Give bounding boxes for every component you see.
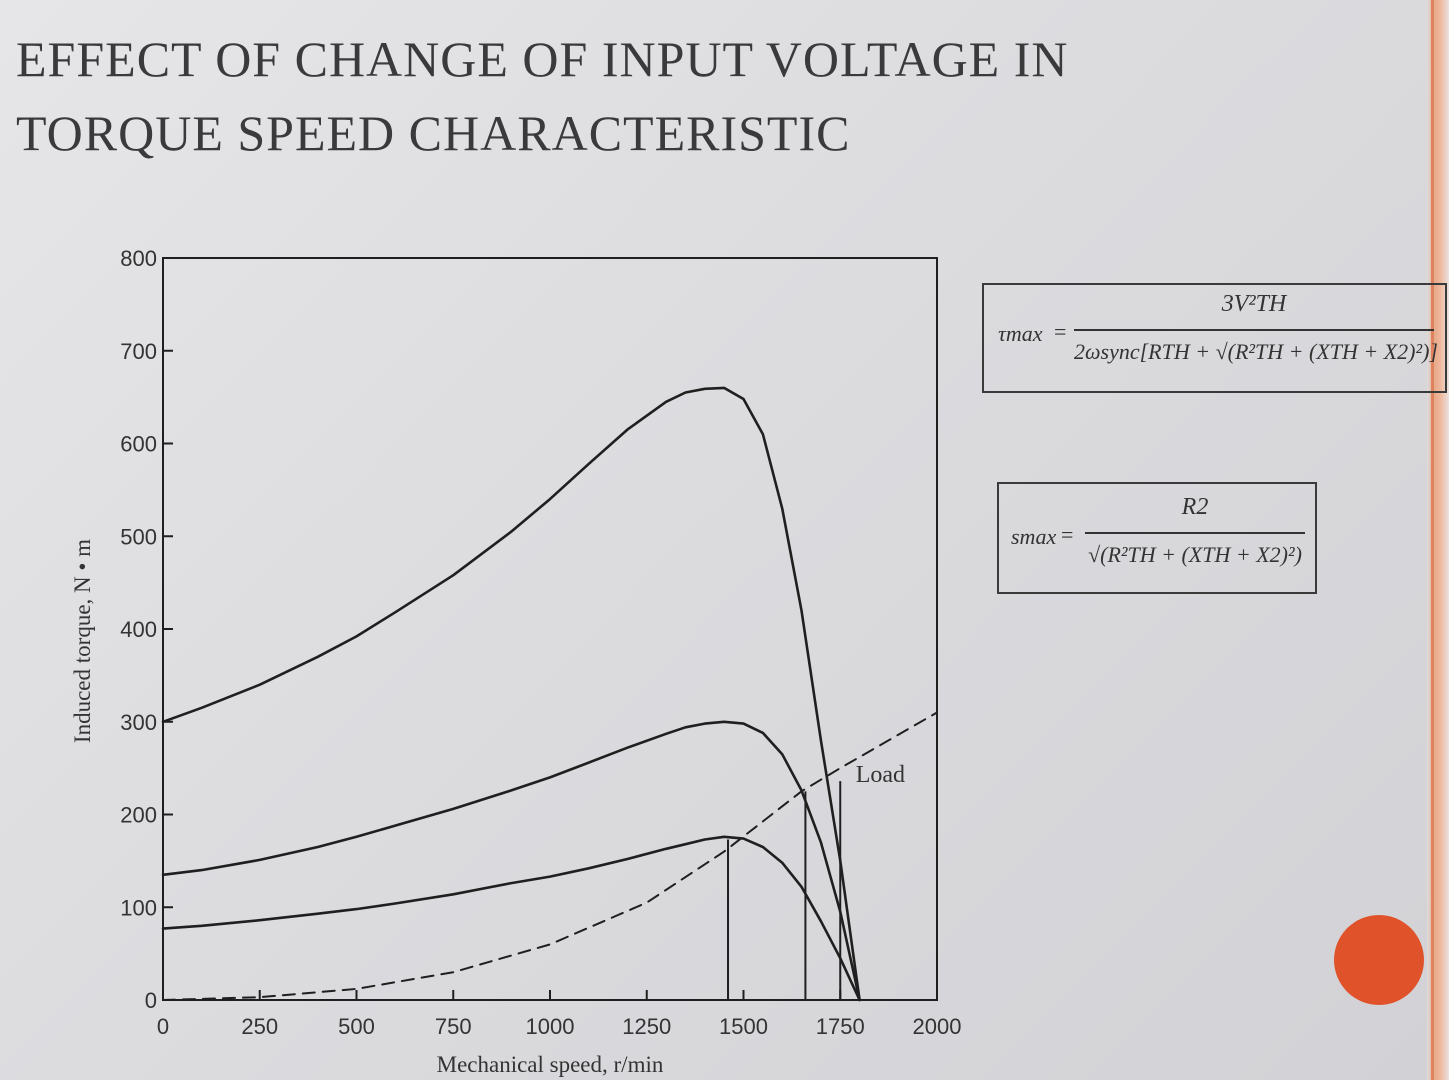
plot-frame bbox=[162, 257, 938, 1001]
x-axis-label: Mechanical speed, r/min bbox=[437, 1052, 664, 1077]
x-tick-label: 1750 bbox=[816, 1014, 865, 1039]
y-tick-label: 700 bbox=[120, 339, 157, 364]
x-tick-label: 1250 bbox=[622, 1014, 671, 1039]
tmax-equals: = bbox=[1054, 319, 1067, 344]
tmax-fraction-bar bbox=[1074, 329, 1434, 331]
y-tick-label: 100 bbox=[120, 895, 157, 920]
y-tick-label: 300 bbox=[120, 710, 157, 735]
x-tick-label: 500 bbox=[338, 1014, 375, 1039]
smax-numerator: R2 bbox=[1181, 494, 1209, 520]
x-tick-label: 750 bbox=[435, 1014, 472, 1039]
accent-bar bbox=[1427, 0, 1449, 1080]
tmax-numerator: 3V²TH bbox=[1221, 291, 1287, 317]
y-tick-label: 800 bbox=[120, 246, 157, 271]
slide-title: Effect of change of input voltage in tor… bbox=[16, 22, 1316, 170]
smax-formula-box: smax = R2 √(R²TH + (XTH + X2)²) bbox=[997, 482, 1317, 594]
x-tick-label: 0 bbox=[157, 1014, 169, 1039]
tmax-formula-box: τmax = 3V²TH 2ωsync[RTH + √(R²TH + (XTH … bbox=[982, 283, 1447, 393]
smax-denominator: √(R²TH + (XTH + X2)²) bbox=[1088, 542, 1302, 567]
y-axis-label: Induced torque, N • m bbox=[70, 539, 95, 743]
y-tick-label: 600 bbox=[120, 432, 157, 457]
smax-lhs: smax bbox=[1011, 524, 1057, 549]
y-tick-label: 0 bbox=[145, 988, 157, 1013]
x-tick-label: 1500 bbox=[719, 1014, 768, 1039]
x-tick-label: 250 bbox=[241, 1014, 278, 1039]
smax-equals: = bbox=[1061, 522, 1074, 547]
tmax-lhs: τmax bbox=[998, 321, 1043, 346]
y-tick-label: 500 bbox=[120, 524, 157, 549]
y-tick-label: 400 bbox=[120, 617, 157, 642]
title-line-1: Effect of change of input voltage in bbox=[16, 31, 1069, 87]
x-tick-label: 2000 bbox=[913, 1014, 962, 1039]
x-tick-label: 1000 bbox=[526, 1014, 575, 1039]
load-annotation: Load bbox=[856, 762, 905, 788]
series-line-1 bbox=[161, 386, 861, 1002]
orange-dot-decoration bbox=[1334, 915, 1424, 1005]
series-line-3 bbox=[161, 835, 861, 1002]
title-line-2: torque speed characteristic bbox=[16, 105, 851, 161]
series-line-2 bbox=[161, 720, 861, 1002]
series-line-load bbox=[162, 711, 938, 1001]
y-tick-label: 200 bbox=[120, 803, 157, 828]
tmax-denominator: 2ωsync[RTH + √(R²TH + (XTH + X2)²)] bbox=[1074, 339, 1438, 364]
smax-fraction-bar bbox=[1085, 532, 1305, 534]
